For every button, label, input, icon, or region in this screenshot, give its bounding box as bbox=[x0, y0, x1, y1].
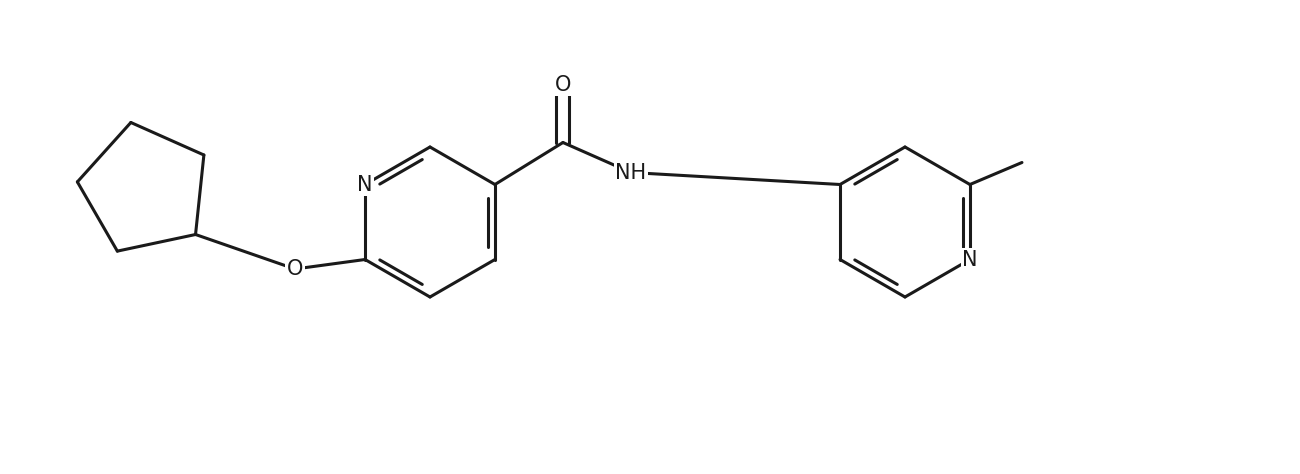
Text: O: O bbox=[287, 259, 303, 279]
Text: NH: NH bbox=[615, 163, 646, 182]
Text: O: O bbox=[555, 74, 571, 94]
Text: N: N bbox=[358, 174, 373, 194]
Text: N: N bbox=[962, 249, 978, 270]
